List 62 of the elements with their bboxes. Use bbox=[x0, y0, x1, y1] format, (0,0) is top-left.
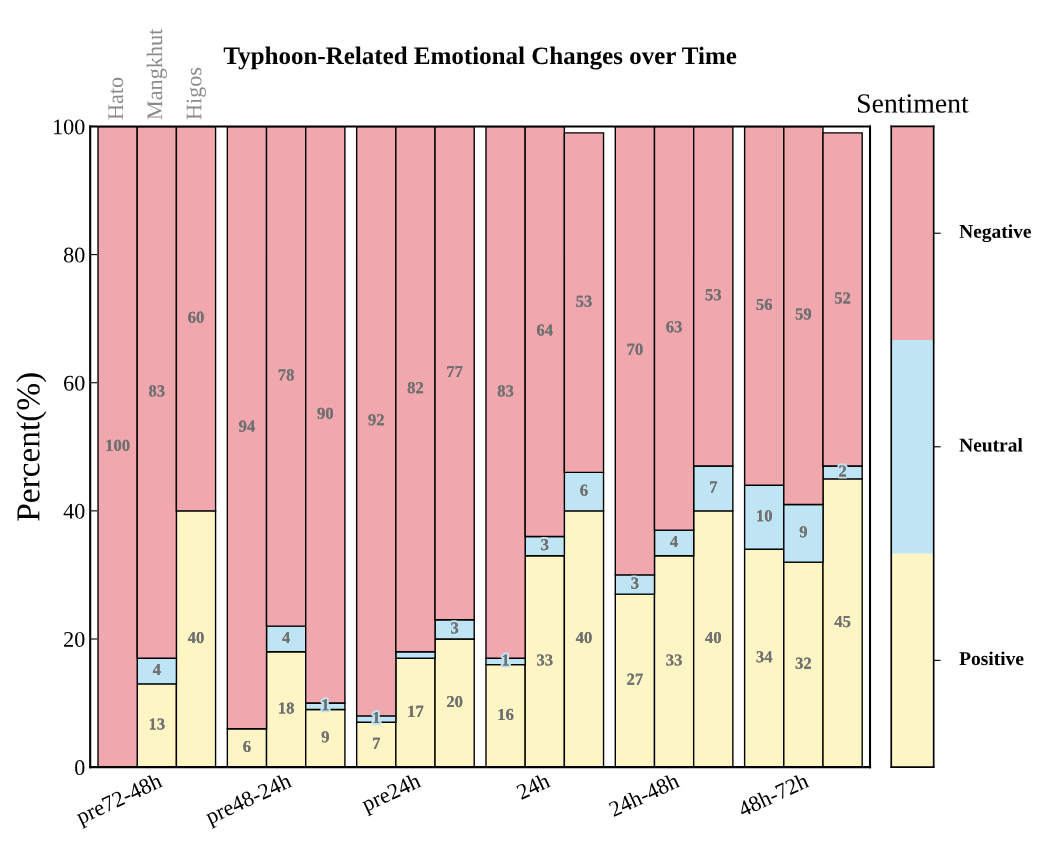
data-label: 33 bbox=[537, 654, 553, 666]
y-tick-label: 60 bbox=[64, 375, 85, 391]
data-label: 4 bbox=[670, 535, 678, 547]
data-label: 83 bbox=[497, 385, 514, 397]
data-label: 40 bbox=[575, 631, 592, 644]
data-label: 10 bbox=[757, 510, 772, 522]
data-label: 77 bbox=[447, 366, 463, 378]
data-label: 56 bbox=[756, 298, 773, 311]
data-label: 16 bbox=[498, 708, 514, 721]
legend-label: Neutral bbox=[959, 437, 1023, 452]
data-label: 70 bbox=[627, 343, 643, 355]
data-label: 3 bbox=[451, 622, 459, 634]
data-label: 40 bbox=[187, 631, 204, 644]
data-label: 9 bbox=[799, 526, 807, 538]
data-label: 27 bbox=[627, 673, 643, 685]
data-label: 78 bbox=[278, 369, 294, 381]
data-label: 34 bbox=[756, 651, 773, 663]
data-label: 9 bbox=[321, 731, 329, 743]
data-label: 33 bbox=[666, 654, 682, 666]
data-label: 94 bbox=[239, 420, 255, 432]
data-label: 13 bbox=[149, 718, 165, 730]
data-label: 52 bbox=[834, 292, 851, 304]
y-tick-label: 40 bbox=[63, 503, 85, 519]
chart-title: Typhoon-Related Emotional Changes over Time bbox=[223, 46, 737, 70]
data-label: 2 bbox=[839, 465, 847, 477]
legend-title: Sentiment bbox=[858, 94, 969, 113]
data-label: 59 bbox=[795, 308, 812, 320]
x-tick-label: 24h bbox=[515, 772, 552, 800]
data-label: 40 bbox=[705, 631, 721, 644]
data-label: 83 bbox=[149, 385, 165, 397]
data-label: 17 bbox=[408, 705, 424, 717]
data-label: 45 bbox=[834, 616, 851, 628]
data-label: 7 bbox=[710, 481, 718, 493]
data-label: 32 bbox=[795, 657, 812, 669]
data-label: 4 bbox=[282, 632, 290, 643]
data-label: 90 bbox=[317, 407, 334, 419]
y-axis-title: Percent(%) bbox=[16, 373, 47, 521]
data-label: 92 bbox=[368, 414, 384, 426]
text: Higos bbox=[186, 67, 207, 120]
data-label: 18 bbox=[279, 702, 294, 714]
data-label: 6 bbox=[243, 740, 251, 753]
data-label: 20 bbox=[447, 695, 463, 708]
data-label: 4 bbox=[152, 664, 161, 676]
y-tick-label: 80 bbox=[63, 247, 85, 263]
legend-label: Positive bbox=[959, 651, 1024, 666]
data-label: 53 bbox=[576, 295, 592, 307]
legend-label: Negative bbox=[959, 224, 1031, 243]
text: Hato bbox=[108, 77, 124, 120]
data-label: 3 bbox=[541, 539, 549, 551]
data-label: 100 bbox=[106, 439, 130, 451]
y-tick-label: 100 bbox=[53, 119, 85, 135]
data-label: 64 bbox=[537, 324, 553, 336]
data-label: 6 bbox=[580, 484, 588, 496]
data-label: 3 bbox=[631, 577, 639, 589]
data-label: 82 bbox=[407, 382, 424, 394]
y-tick-label: 0 bbox=[75, 760, 85, 776]
data-label: 63 bbox=[666, 321, 682, 333]
data-label: 53 bbox=[705, 289, 722, 301]
text: Mangkhut bbox=[146, 28, 167, 120]
data-label: 7 bbox=[373, 737, 381, 749]
data-label: 60 bbox=[188, 311, 204, 323]
y-tick-label: 20 bbox=[64, 631, 85, 647]
